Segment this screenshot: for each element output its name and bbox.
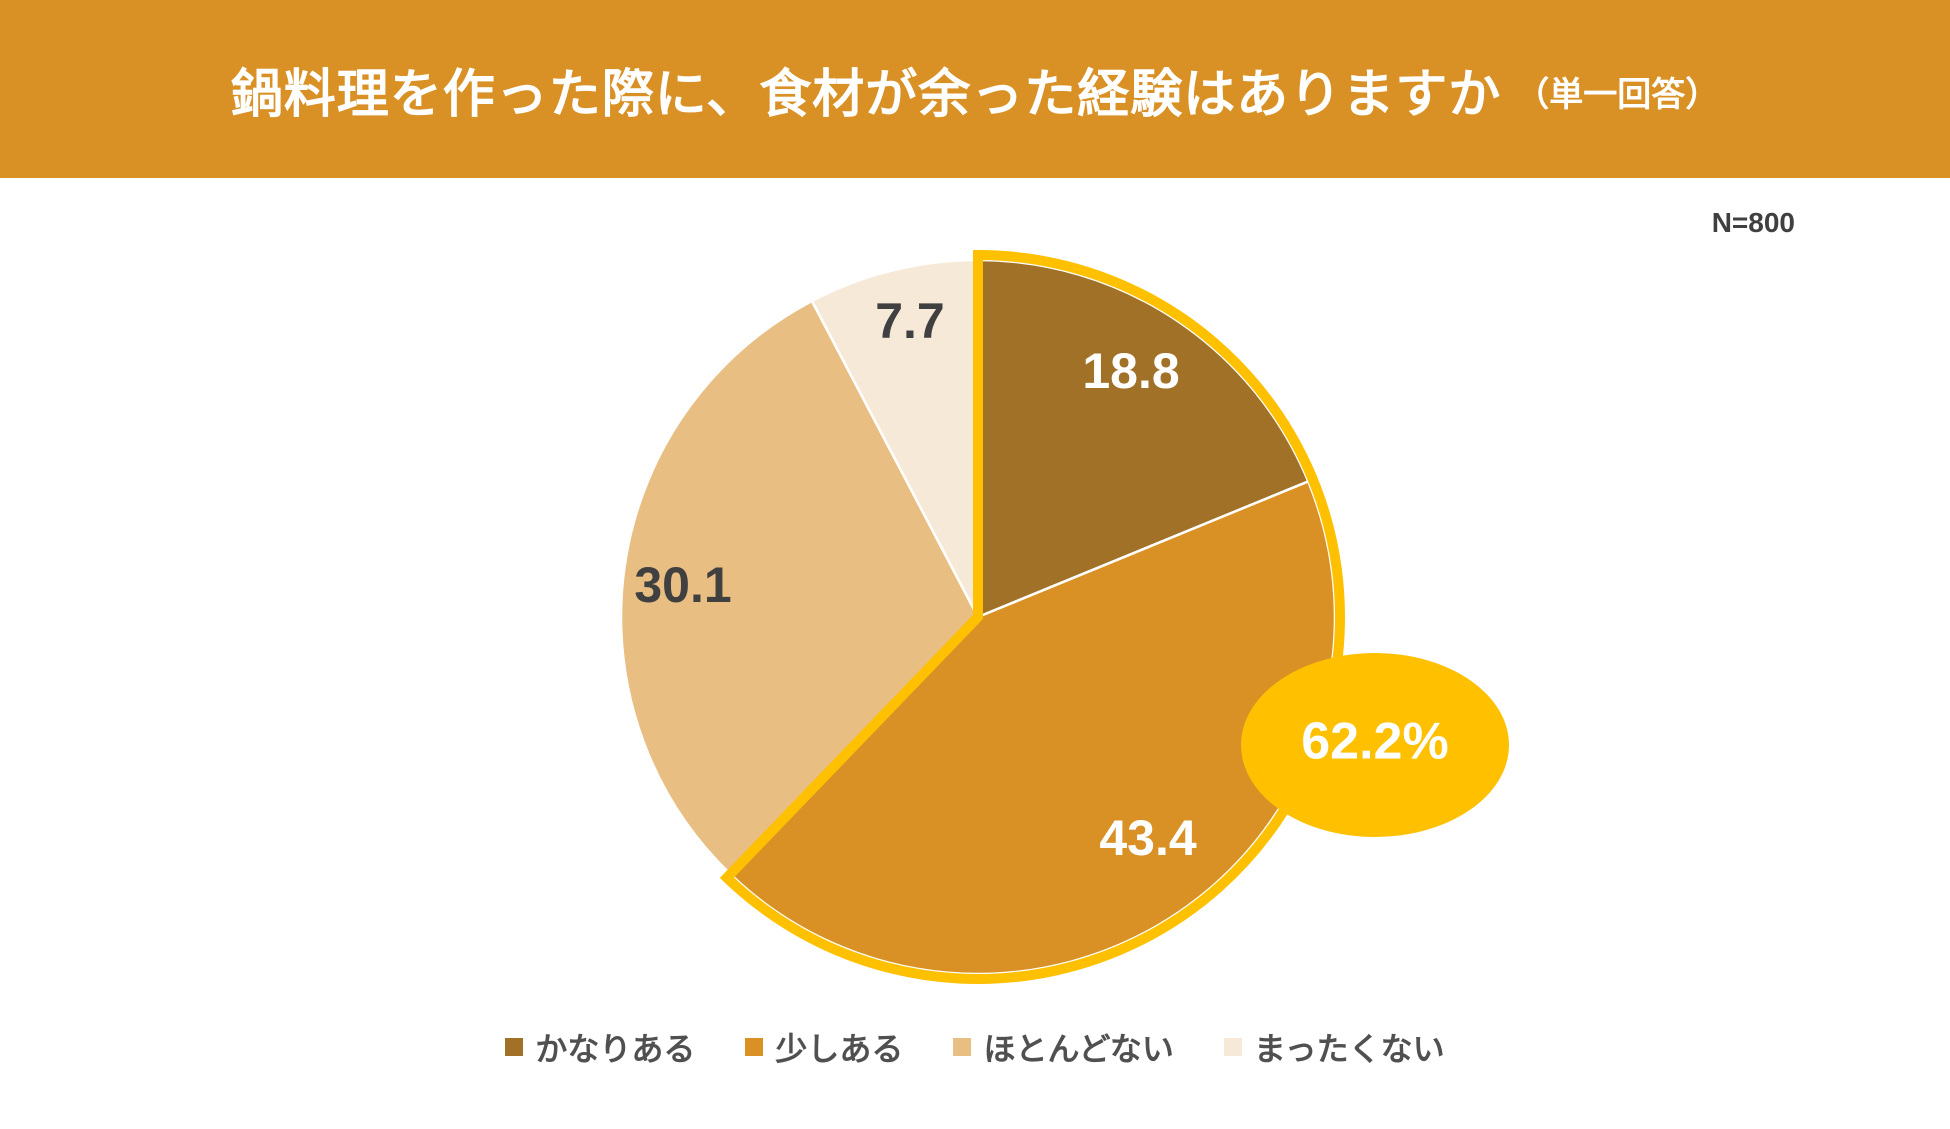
sample-size-label: N=800: [1711, 207, 1795, 238]
slice-value-label: 43.4: [1099, 810, 1197, 866]
legend-item: かなりある: [505, 1024, 695, 1070]
legend-swatch: [1223, 1038, 1242, 1056]
pie-slice: [619, 299, 980, 876]
legend-item: まったくない: [1223, 1024, 1445, 1070]
legend-swatch: [505, 1038, 524, 1056]
title-main: 鍋料理を作った際に、食材が余った経験はありますか: [230, 64, 1502, 125]
title-subtitle: （単一回答）: [1515, 74, 1720, 115]
pie-slice: [976, 258, 1310, 619]
slice-value-label: 7.7: [875, 293, 945, 349]
legend-item: ほとんどない: [953, 1024, 1174, 1070]
legend-item: 少しある: [745, 1024, 903, 1070]
highlight-total-label: 62.2%: [1301, 713, 1448, 771]
pie-slice: [728, 479, 1337, 976]
legend-label: まったくない: [1253, 1030, 1445, 1068]
pie-slice: [810, 258, 980, 618]
page-title: 鍋料理を作った際に、食材が余った経験はありますか （単一回答）: [0, 0, 1950, 178]
header-bar: [0, 0, 1950, 178]
labels-layer: 18.8 43.4 30.1 7.7 62.2%: [634, 293, 1509, 866]
highlight-total-badge: [1241, 653, 1509, 837]
slice-value-label: 18.8: [1082, 343, 1179, 399]
legend-swatch: [745, 1038, 764, 1056]
legend-label: ほとんどない: [983, 1030, 1174, 1068]
chart-legend: かなりある 少しある ほとんどない まったくない: [0, 1024, 1950, 1070]
slices-layer: [619, 258, 1337, 976]
legend-label: 少しある: [775, 1030, 904, 1068]
slice-value-label: 30.1: [634, 557, 731, 613]
legend-swatch: [953, 1038, 972, 1056]
legend-label: かなりある: [535, 1030, 696, 1068]
